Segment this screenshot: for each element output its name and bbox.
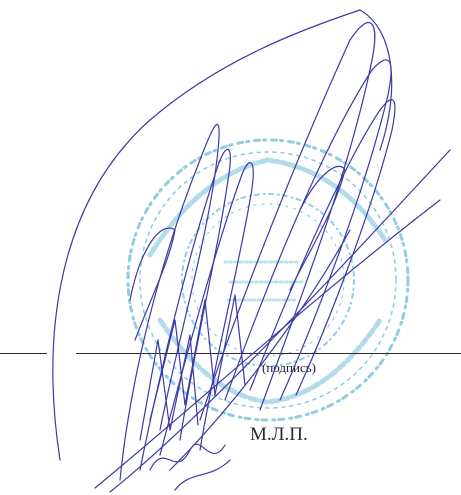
signature-line — [76, 353, 461, 354]
signature-line-left — [0, 353, 47, 354]
signature-caption: (подпись) — [262, 360, 316, 375]
seal-place-label: М.Л.П. — [250, 424, 308, 445]
